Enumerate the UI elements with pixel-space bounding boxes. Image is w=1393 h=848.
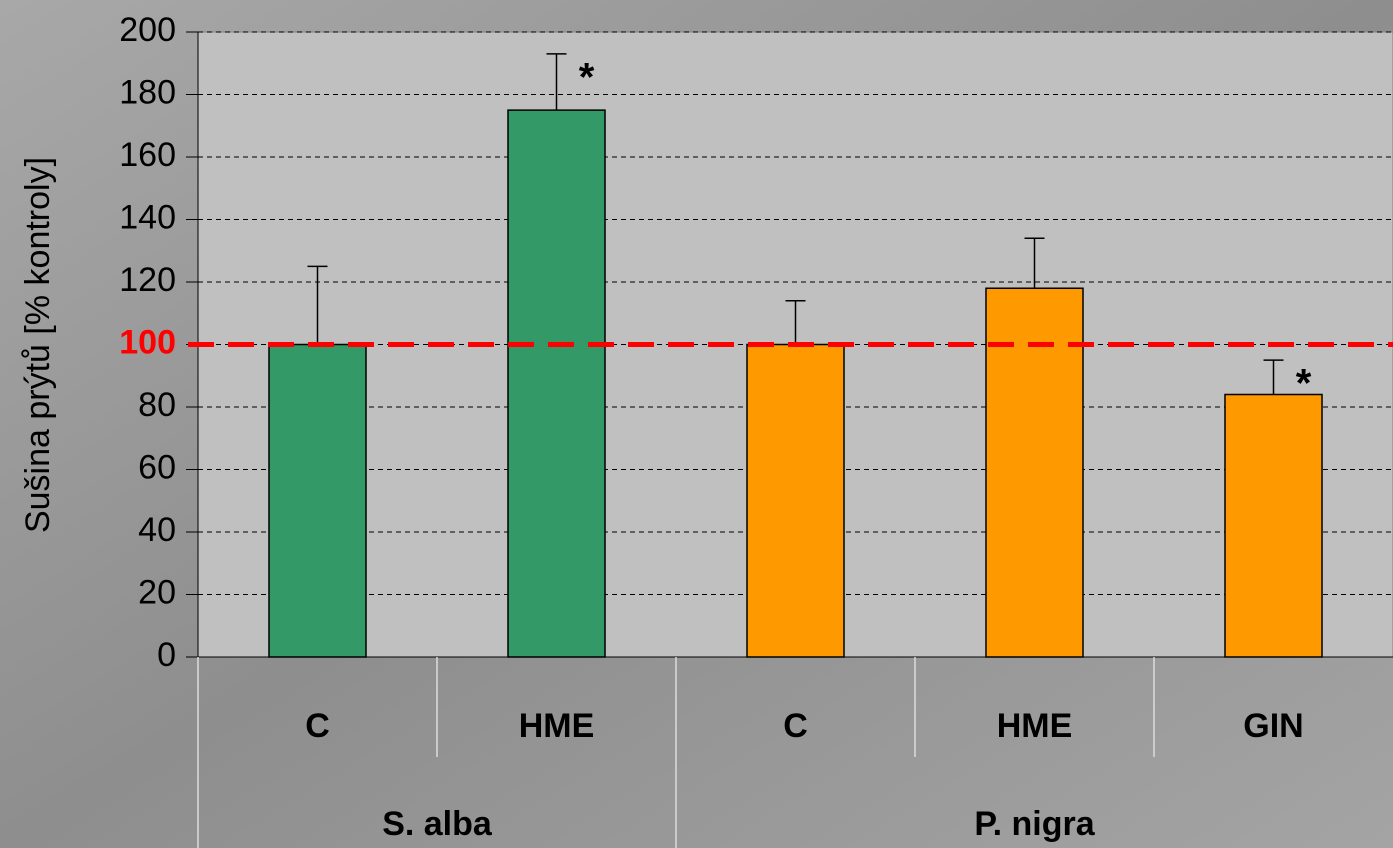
bar — [1225, 395, 1322, 658]
y-tick-label: 140 — [119, 198, 176, 236]
y-tick-label: 160 — [119, 136, 176, 174]
x-tick-label: C — [305, 707, 330, 745]
x-tick-label: HME — [519, 707, 595, 745]
significance-marker: * — [579, 55, 595, 99]
y-tick-label: 80 — [138, 386, 176, 424]
y-tick-label: 180 — [119, 73, 176, 111]
y-tick-label: 60 — [138, 448, 176, 486]
y-tick-label: 200 — [119, 11, 176, 49]
group-label: P. nigra — [974, 805, 1095, 843]
y-axis-label: Sušina prýtů [% kontroly] — [19, 157, 57, 533]
group-label: S. alba — [382, 805, 493, 843]
bar — [508, 110, 605, 657]
significance-marker: * — [1296, 362, 1312, 406]
bar — [747, 345, 844, 658]
x-tick-label: GIN — [1243, 707, 1303, 745]
chart: Sušina prýtů [% kontroly] 0 20 40 60 80 100 12… — [0, 0, 1393, 848]
y-tick-label: 40 — [138, 511, 176, 549]
y-tick-label: 120 — [119, 261, 176, 299]
x-tick-label: C — [783, 707, 808, 745]
y-tick-label: 100 — [119, 323, 176, 361]
y-tick-label: 20 — [138, 573, 176, 611]
bar — [269, 345, 366, 658]
y-tick-label: 0 — [157, 636, 176, 674]
x-tick-label: HME — [997, 707, 1073, 745]
